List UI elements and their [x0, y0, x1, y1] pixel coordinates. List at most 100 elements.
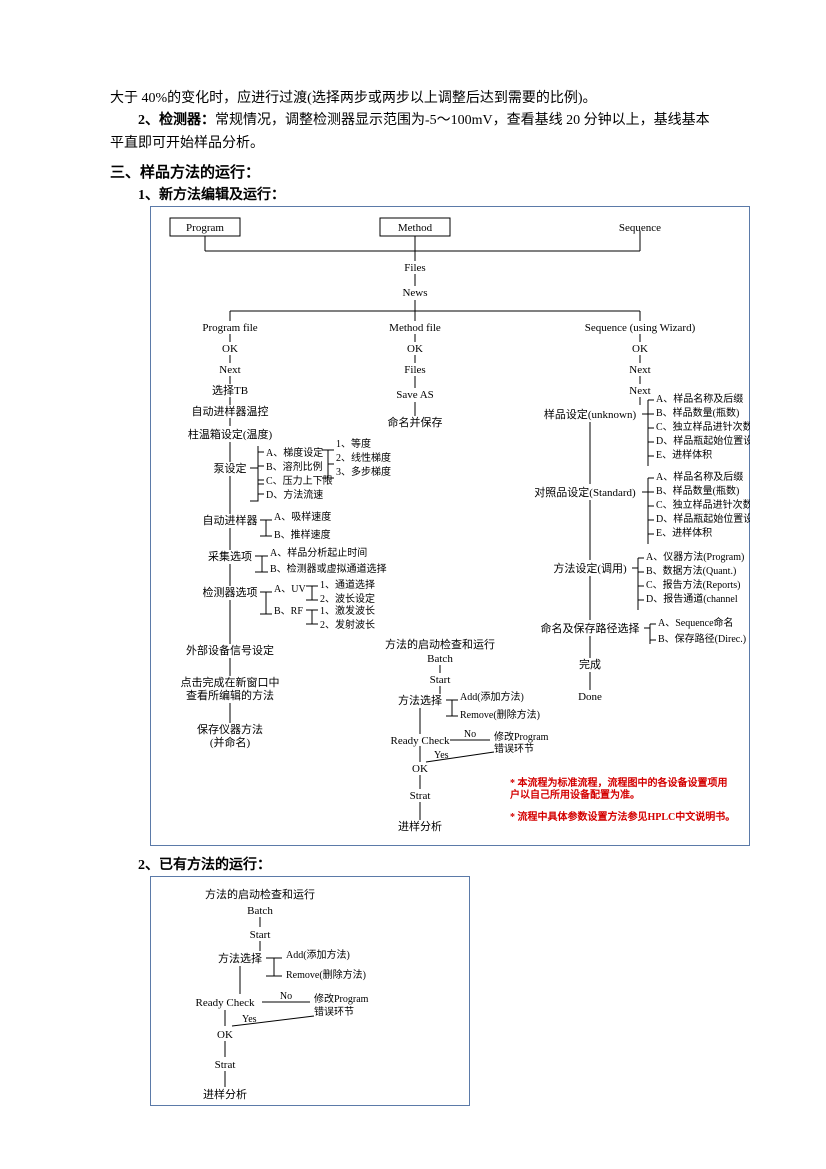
- section3-title: 三、样品方法的运行：: [110, 161, 716, 182]
- pump-g1: 1、等度: [336, 437, 371, 450]
- t-files-m: Files: [404, 364, 425, 376]
- t-program-file: Program file: [202, 322, 257, 334]
- cf-msel: 方法选择: [398, 693, 442, 707]
- np-B: B、保存路径(Direc.): [658, 632, 746, 645]
- det-B: B、RF: [274, 606, 303, 617]
- unk-A: A、样品名称及后缀: [656, 392, 743, 405]
- note-1: * 本流程为标准流程，流程图中的各设备设置项用: [510, 776, 728, 789]
- detector-label: 2、检测器：: [138, 113, 215, 128]
- flowchart-2: 方法的启动检查和运行 Batch Start 方法选择 Add(添加方法) Re…: [150, 876, 470, 1106]
- std-E: E、进样体积: [656, 526, 712, 539]
- t-review2: 查看所编辑的方法: [186, 688, 274, 702]
- sub1-title: 1、新方法编辑及运行：: [138, 184, 716, 204]
- pump-B: B、溶剂比例: [266, 460, 323, 473]
- collect-A: A、样品分析起止时间: [270, 546, 367, 559]
- t-autotemp: 自动进样器温控: [192, 404, 269, 418]
- t-rename: 命名并保存: [388, 415, 443, 429]
- f2-title: 方法的启动检查和运行: [205, 887, 315, 901]
- f2-add: Add(添加方法): [286, 948, 350, 961]
- std-D: D、样品瓶起始位置设定: [656, 512, 750, 525]
- t-std: 对照品设定(Standard): [534, 485, 636, 499]
- t-ok-m: OK: [407, 343, 423, 355]
- intro-line1: 大于 40%的变化时，应进行过渡(选择两步或两步以上调整后达到需要的比例)。: [110, 88, 716, 110]
- f2-remove: Remove(删除方法): [286, 968, 366, 981]
- rf-1: 1、激发波长: [320, 604, 375, 617]
- unk-D: D、样品瓶起始位置设定: [656, 434, 750, 447]
- t-methodcall: 方法设定(调用): [553, 561, 627, 575]
- cf-title: 方法的启动检查和运行: [385, 637, 495, 651]
- sampler-A: A、吸样速度: [274, 510, 331, 523]
- note-1b: 户以自己所用设备配置为准。: [509, 788, 640, 801]
- t-save2: (并命名): [210, 735, 251, 749]
- intro-line2: 2、检测器：常规情况，调整检测器显示范围为-5～100mV，查看基线 20 分钟…: [110, 110, 716, 155]
- flowchart-1: Program Method Sequence Files News Progr…: [150, 206, 750, 846]
- pump-D: D、方法流速: [266, 488, 323, 501]
- cf-analyze: 进样分析: [398, 819, 442, 833]
- cf-fix1: 修改Program: [494, 730, 549, 743]
- std-B: B、样品数量(瓶数): [656, 484, 739, 497]
- t-finish: 完成: [579, 657, 601, 671]
- rf-2: 2、发射波长: [320, 618, 375, 631]
- t-seq: Sequence (using Wizard): [585, 322, 696, 334]
- t-namepath: 命名及保存路径选择: [541, 621, 640, 635]
- t-files: Files: [404, 262, 425, 274]
- collect-B: B、检测器或虚拟通道选择: [270, 562, 387, 575]
- cf-ok: OK: [412, 763, 428, 775]
- f2-no: No: [280, 991, 292, 1002]
- uv-2: 2、波长设定: [320, 592, 375, 605]
- t-next-l: Next: [219, 364, 240, 376]
- f2-fix2: 错误环节: [314, 1005, 354, 1018]
- t-pump: 泵设定: [214, 461, 247, 475]
- sub2-title: 2、已有方法的运行：: [138, 854, 716, 874]
- cf-no: No: [464, 729, 476, 740]
- t-next-r: Next: [629, 364, 650, 376]
- f2-ok: OK: [217, 1029, 233, 1041]
- pump-A: A、梯度设定: [266, 446, 323, 459]
- t-news: News: [402, 287, 427, 299]
- uv-1: 1、通道选择: [320, 578, 375, 591]
- mc-A: A、仪器方法(Program): [646, 550, 744, 563]
- box-method: Method: [398, 222, 433, 234]
- t-review1: 点击完成在新窗口中: [181, 675, 280, 689]
- t-detector: 检测器选项: [203, 585, 258, 599]
- f2-fix1: 修改Program: [314, 992, 369, 1005]
- t-saveas: Save AS: [396, 389, 434, 401]
- t-ok-r: OK: [632, 343, 648, 355]
- f2-start: Start: [250, 929, 271, 941]
- unk-B: B、样品数量(瓶数): [656, 406, 739, 419]
- t-done: Done: [578, 691, 602, 703]
- cf-strat: Strat: [410, 790, 431, 802]
- f2-ready: Ready Check: [196, 997, 255, 1009]
- t-mf: Method file: [389, 322, 441, 334]
- pump-g3: 3、多步梯度: [336, 465, 391, 478]
- t-extsig: 外部设备信号设定: [186, 643, 274, 657]
- t-seltb: 选择TB: [212, 383, 248, 397]
- t-coltemp: 柱温箱设定(温度): [188, 427, 273, 441]
- pump-C: C、压力上下限: [266, 474, 333, 487]
- cf-add: Add(添加方法): [460, 690, 524, 703]
- box-program: Program: [186, 222, 224, 234]
- t-ok-l: OK: [222, 343, 238, 355]
- f2-strat: Strat: [215, 1059, 236, 1071]
- unk-E: E、进样体积: [656, 448, 712, 461]
- det-A: A、UV: [274, 584, 306, 595]
- cf-start: Start: [430, 674, 451, 686]
- cf-fix2: 错误环节: [494, 742, 534, 755]
- mc-C: C、报告方法(Reports): [646, 578, 740, 591]
- mc-B: B、数据方法(Quant.): [646, 564, 736, 577]
- std-C: C、独立样品进针次数: [656, 498, 750, 511]
- unk-C: C、独立样品进针次数: [656, 420, 750, 433]
- t-save1: 保存仪器方法: [197, 722, 263, 736]
- t-sampler: 自动进样器: [203, 513, 258, 527]
- f2-msel: 方法选择: [218, 951, 262, 965]
- t-next-r2: Next: [629, 385, 650, 397]
- std-A: A、样品名称及后缀: [656, 470, 743, 483]
- note-2: * 流程中具体参数设置方法参见HPLC中文说明书。: [510, 810, 735, 823]
- mc-D: D、报告通道(channel: [646, 592, 738, 605]
- np-A: A、Sequence命名: [658, 616, 734, 629]
- cf-ready: Ready Check: [391, 735, 450, 747]
- pump-g2: 2、线性梯度: [336, 451, 391, 464]
- sampler-B: B、推样速度: [274, 528, 331, 541]
- f2-analyze: 进样分析: [203, 1087, 247, 1101]
- cf-remove: Remove(删除方法): [460, 708, 540, 721]
